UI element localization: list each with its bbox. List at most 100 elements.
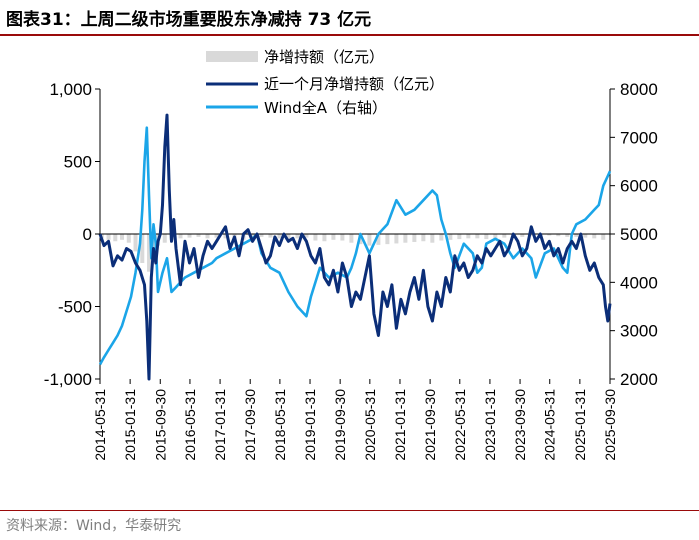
bar-17 xyxy=(223,234,228,239)
bar-2 xyxy=(113,234,118,242)
bar-43 xyxy=(457,234,462,240)
right-tick-label-2: 6000 xyxy=(620,177,658,196)
bar-31 xyxy=(349,234,354,243)
bar-59 xyxy=(601,234,606,240)
x-tick-label-3: 2016-05-31 xyxy=(182,389,198,461)
bar-series xyxy=(99,234,606,272)
bar-33 xyxy=(367,234,372,246)
bar-27 xyxy=(313,234,318,241)
bar-20 xyxy=(250,234,255,239)
bar-47 xyxy=(493,234,498,239)
bar-30 xyxy=(340,234,345,241)
bar-24 xyxy=(286,234,291,240)
source-note: 资料来源：Wind，华泰研究 xyxy=(6,518,182,534)
left-tick-label-2: 0 xyxy=(83,225,92,244)
bar-42 xyxy=(448,234,453,240)
bar-10 xyxy=(162,234,167,243)
x-tick-label-6: 2018-05-31 xyxy=(272,389,288,461)
right-tick-label-0: 8000 xyxy=(620,80,658,99)
x-tick-label-11: 2021-09-30 xyxy=(422,389,438,461)
x-tick-label-15: 2024-05-31 xyxy=(542,389,558,461)
left-tick-label-1: 500 xyxy=(64,153,92,172)
x-tick-label-5: 2017-09-30 xyxy=(242,389,258,461)
bar-57 xyxy=(583,234,588,238)
bar-3 xyxy=(120,234,125,240)
bar-55 xyxy=(565,234,570,237)
bar-37 xyxy=(403,234,408,243)
bar-8 xyxy=(151,234,156,256)
bar-16 xyxy=(214,234,219,238)
bar-53 xyxy=(547,234,552,236)
bar-23 xyxy=(277,234,282,239)
bar-44 xyxy=(466,234,471,239)
x-tick-label-4: 2017-01-31 xyxy=(212,389,228,461)
legend-label-net-line: 近一个月净增持额（亿元） xyxy=(264,75,444,93)
bar-54 xyxy=(556,234,561,237)
bar-48 xyxy=(502,234,507,238)
bar-39 xyxy=(421,234,426,242)
bar-40 xyxy=(430,234,435,243)
bar-14 xyxy=(196,234,201,237)
x-tick-label-14: 2023-09-30 xyxy=(512,389,528,461)
right-tick-label-5: 3000 xyxy=(620,322,658,341)
bar-50 xyxy=(520,234,525,237)
bar-1 xyxy=(106,234,111,240)
right-y-ticks: 8000 7000 6000 5000 4000 3000 2000 xyxy=(610,80,658,389)
legend-swatch-bars xyxy=(206,51,258,62)
x-tick-label-8: 2019-09-30 xyxy=(332,389,348,461)
bar-7 xyxy=(147,234,152,272)
bar-12 xyxy=(178,234,183,239)
bar-58 xyxy=(592,234,597,239)
right-tick-label-4: 4000 xyxy=(620,273,658,292)
bar-4 xyxy=(126,234,131,243)
x-tick-label-9: 2020-05-31 xyxy=(362,389,378,461)
bar-34 xyxy=(376,234,381,245)
source-rule xyxy=(0,510,699,511)
left-tick-label-0: 1,000 xyxy=(49,80,92,99)
x-tick-label-0: 2014-05-31 xyxy=(92,389,108,461)
legend-label-wind-line: Wind全A（右轴） xyxy=(264,99,387,117)
left-tick-label-3: -500 xyxy=(58,298,92,317)
figure-title-text: 上周二级市场重要股东净减持 73 亿元 xyxy=(80,10,372,30)
left-tick-label-4: -1,000 xyxy=(44,370,92,389)
x-tick-label-2: 2015-09-30 xyxy=(152,389,168,461)
bar-5 xyxy=(133,234,138,252)
bar-28 xyxy=(322,234,327,242)
x-tick-label-12: 2022-05-31 xyxy=(452,389,468,461)
left-y-ticks: 1,000 500 0 -500 -1,000 xyxy=(44,80,100,389)
x-tick-label-1: 2015-01-31 xyxy=(122,389,138,461)
figure-title: 图表31：上周二级市场重要股东净减持 73 亿元 xyxy=(6,5,371,30)
x-tick-label-17: 2025-09-30 xyxy=(602,389,618,461)
bar-13 xyxy=(187,234,192,238)
bar-46 xyxy=(484,234,489,240)
figure-label: 图表31： xyxy=(6,10,81,30)
bar-56 xyxy=(574,234,579,237)
bar-38 xyxy=(412,234,417,242)
bar-25 xyxy=(295,234,300,239)
bar-21 xyxy=(259,234,264,237)
right-tick-label-1: 7000 xyxy=(620,128,658,147)
bar-45 xyxy=(475,234,480,239)
bar-36 xyxy=(394,234,399,244)
title-rule xyxy=(0,34,699,36)
bar-29 xyxy=(331,234,336,240)
bar-15 xyxy=(205,234,210,239)
right-tick-label-6: 2000 xyxy=(620,370,658,389)
x-tick-label-7: 2019-01-31 xyxy=(302,389,318,461)
bar-22 xyxy=(268,234,273,238)
x-tick-label-10: 2021-01-31 xyxy=(392,389,408,461)
net-increase-1m-line xyxy=(98,113,612,381)
legend: 净增持额（亿元） 近一个月净增持额（亿元） Wind全A（右轴） xyxy=(206,48,444,117)
right-tick-label-3: 5000 xyxy=(620,225,658,244)
x-ticks: 2014-05-31 2015-01-31 2015-09-30 2016-05-31… xyxy=(92,379,618,461)
title-bar: 图表31：上周二级市场重要股东净减持 73 亿元 xyxy=(0,0,699,36)
x-tick-label-13: 2023-01-31 xyxy=(482,389,498,461)
bar-35 xyxy=(385,234,390,245)
bar-41 xyxy=(439,234,444,241)
bar-51 xyxy=(529,234,534,237)
bar-6 xyxy=(140,234,145,263)
bar-26 xyxy=(304,234,309,238)
legend-label-bars: 净增持额（亿元） xyxy=(264,48,384,66)
x-tick-label-16: 2025-01-31 xyxy=(572,389,588,461)
